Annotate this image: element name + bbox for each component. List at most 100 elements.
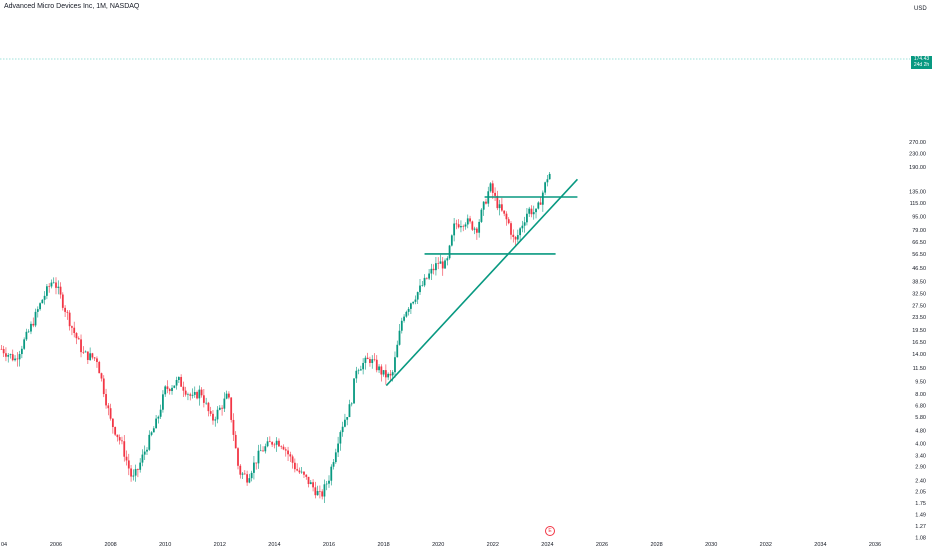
candle-body bbox=[216, 409, 219, 420]
candle-body bbox=[321, 491, 324, 497]
price-axis-label: 4.00 bbox=[915, 442, 926, 448]
candle-body bbox=[423, 277, 426, 286]
candle-body bbox=[298, 470, 301, 473]
candle-body bbox=[316, 491, 319, 496]
time-axis-label: 2028 bbox=[650, 542, 662, 548]
candle-body bbox=[30, 323, 32, 332]
candles bbox=[0, 171, 551, 504]
candle-body bbox=[421, 285, 424, 286]
candle-body bbox=[98, 361, 101, 374]
candle-body bbox=[184, 390, 187, 395]
candle-body bbox=[419, 285, 421, 293]
candle-body bbox=[18, 354, 21, 360]
candle-body bbox=[61, 294, 64, 308]
candle-body bbox=[14, 358, 16, 361]
candle-body bbox=[116, 434, 119, 438]
candle-body bbox=[289, 454, 292, 457]
candle-body bbox=[314, 487, 317, 496]
candle-body bbox=[52, 282, 55, 284]
candle-body bbox=[25, 331, 28, 340]
candle-body bbox=[39, 303, 41, 310]
candle-body bbox=[412, 301, 415, 304]
candle-body bbox=[425, 277, 428, 279]
time-axis[interactable]: 04 2006 2008 2010 2012 2014 2016 2018 2020 2022 20… bbox=[1, 542, 881, 548]
price-axis-label: 270.00 bbox=[909, 140, 926, 146]
candle-body bbox=[0, 348, 3, 350]
candle-body bbox=[73, 327, 76, 334]
candle-body bbox=[250, 472, 253, 479]
candle-body bbox=[27, 331, 30, 333]
candle-body bbox=[218, 407, 221, 410]
time-axis-label: 2030 bbox=[705, 542, 717, 548]
candle-body bbox=[489, 183, 492, 192]
candle-body bbox=[319, 491, 321, 492]
candle-body bbox=[34, 311, 37, 326]
earnings-event-marker[interactable]: E bbox=[545, 526, 555, 536]
candle-body bbox=[109, 408, 112, 419]
candle-body bbox=[416, 292, 419, 300]
candle-body bbox=[507, 219, 510, 224]
candle-body bbox=[546, 179, 549, 183]
trendlines[interactable] bbox=[385, 178, 579, 387]
candle-body bbox=[466, 218, 469, 225]
candle-body bbox=[143, 451, 146, 455]
candle-body bbox=[196, 392, 198, 399]
candle-body bbox=[86, 351, 89, 360]
candle-body bbox=[89, 353, 92, 360]
candle-body bbox=[344, 419, 346, 427]
candle-body bbox=[339, 432, 342, 444]
candle-body bbox=[271, 442, 274, 445]
candle-body bbox=[225, 393, 228, 399]
candle-body bbox=[232, 419, 235, 435]
candle-body bbox=[384, 370, 387, 378]
candle-body bbox=[307, 476, 310, 485]
price-axis[interactable]: 270.00 230.00 190.00 135.00 115.00 95.00 79.00… bbox=[909, 140, 926, 542]
candle-body bbox=[471, 221, 474, 230]
candle-body bbox=[371, 359, 374, 364]
time-axis-label: 2034 bbox=[814, 542, 826, 548]
candle-body bbox=[464, 224, 467, 227]
candle-body bbox=[121, 440, 123, 442]
candle-body bbox=[528, 208, 531, 214]
candle-body bbox=[134, 469, 137, 476]
candle-body bbox=[127, 460, 130, 469]
candle-body bbox=[207, 402, 210, 412]
candle-body bbox=[450, 235, 453, 246]
candle-body bbox=[193, 392, 196, 395]
currency-label[interactable]: USD bbox=[914, 6, 927, 12]
time-axis-label: 2018 bbox=[377, 542, 389, 548]
candle-body bbox=[105, 394, 107, 406]
candle-body bbox=[364, 357, 367, 363]
candle-body bbox=[491, 183, 494, 193]
last-price-badge: 174.43 24d 2h bbox=[911, 56, 932, 69]
candle-body bbox=[362, 362, 365, 370]
price-axis-label: 4.80 bbox=[915, 429, 926, 435]
candle-body bbox=[146, 449, 148, 452]
price-axis-label: 95.00 bbox=[912, 215, 926, 221]
candle-body bbox=[407, 308, 410, 312]
candle-body bbox=[460, 226, 462, 228]
candle-body bbox=[20, 348, 23, 355]
candle-body bbox=[446, 258, 449, 261]
trendline bbox=[385, 178, 579, 387]
candle-body bbox=[150, 432, 153, 435]
candle-body bbox=[234, 434, 237, 449]
price-axis-label: 27.50 bbox=[912, 304, 926, 310]
price-axis-label: 14.00 bbox=[912, 352, 926, 358]
candle-body bbox=[11, 354, 14, 361]
candle-body bbox=[100, 373, 103, 379]
candle-body bbox=[80, 339, 82, 353]
candle-body bbox=[430, 268, 433, 274]
candle-body bbox=[548, 173, 551, 180]
time-axis-label: 2024 bbox=[541, 542, 553, 548]
candle-body bbox=[394, 357, 396, 373]
candle-body bbox=[139, 462, 142, 470]
time-axis-label: 2008 bbox=[104, 542, 116, 548]
candle-body bbox=[166, 386, 169, 390]
candle-body bbox=[91, 353, 94, 358]
candle-body bbox=[237, 448, 239, 466]
candle-body bbox=[57, 286, 60, 288]
candle-body bbox=[157, 416, 160, 419]
candle-body bbox=[93, 357, 96, 359]
